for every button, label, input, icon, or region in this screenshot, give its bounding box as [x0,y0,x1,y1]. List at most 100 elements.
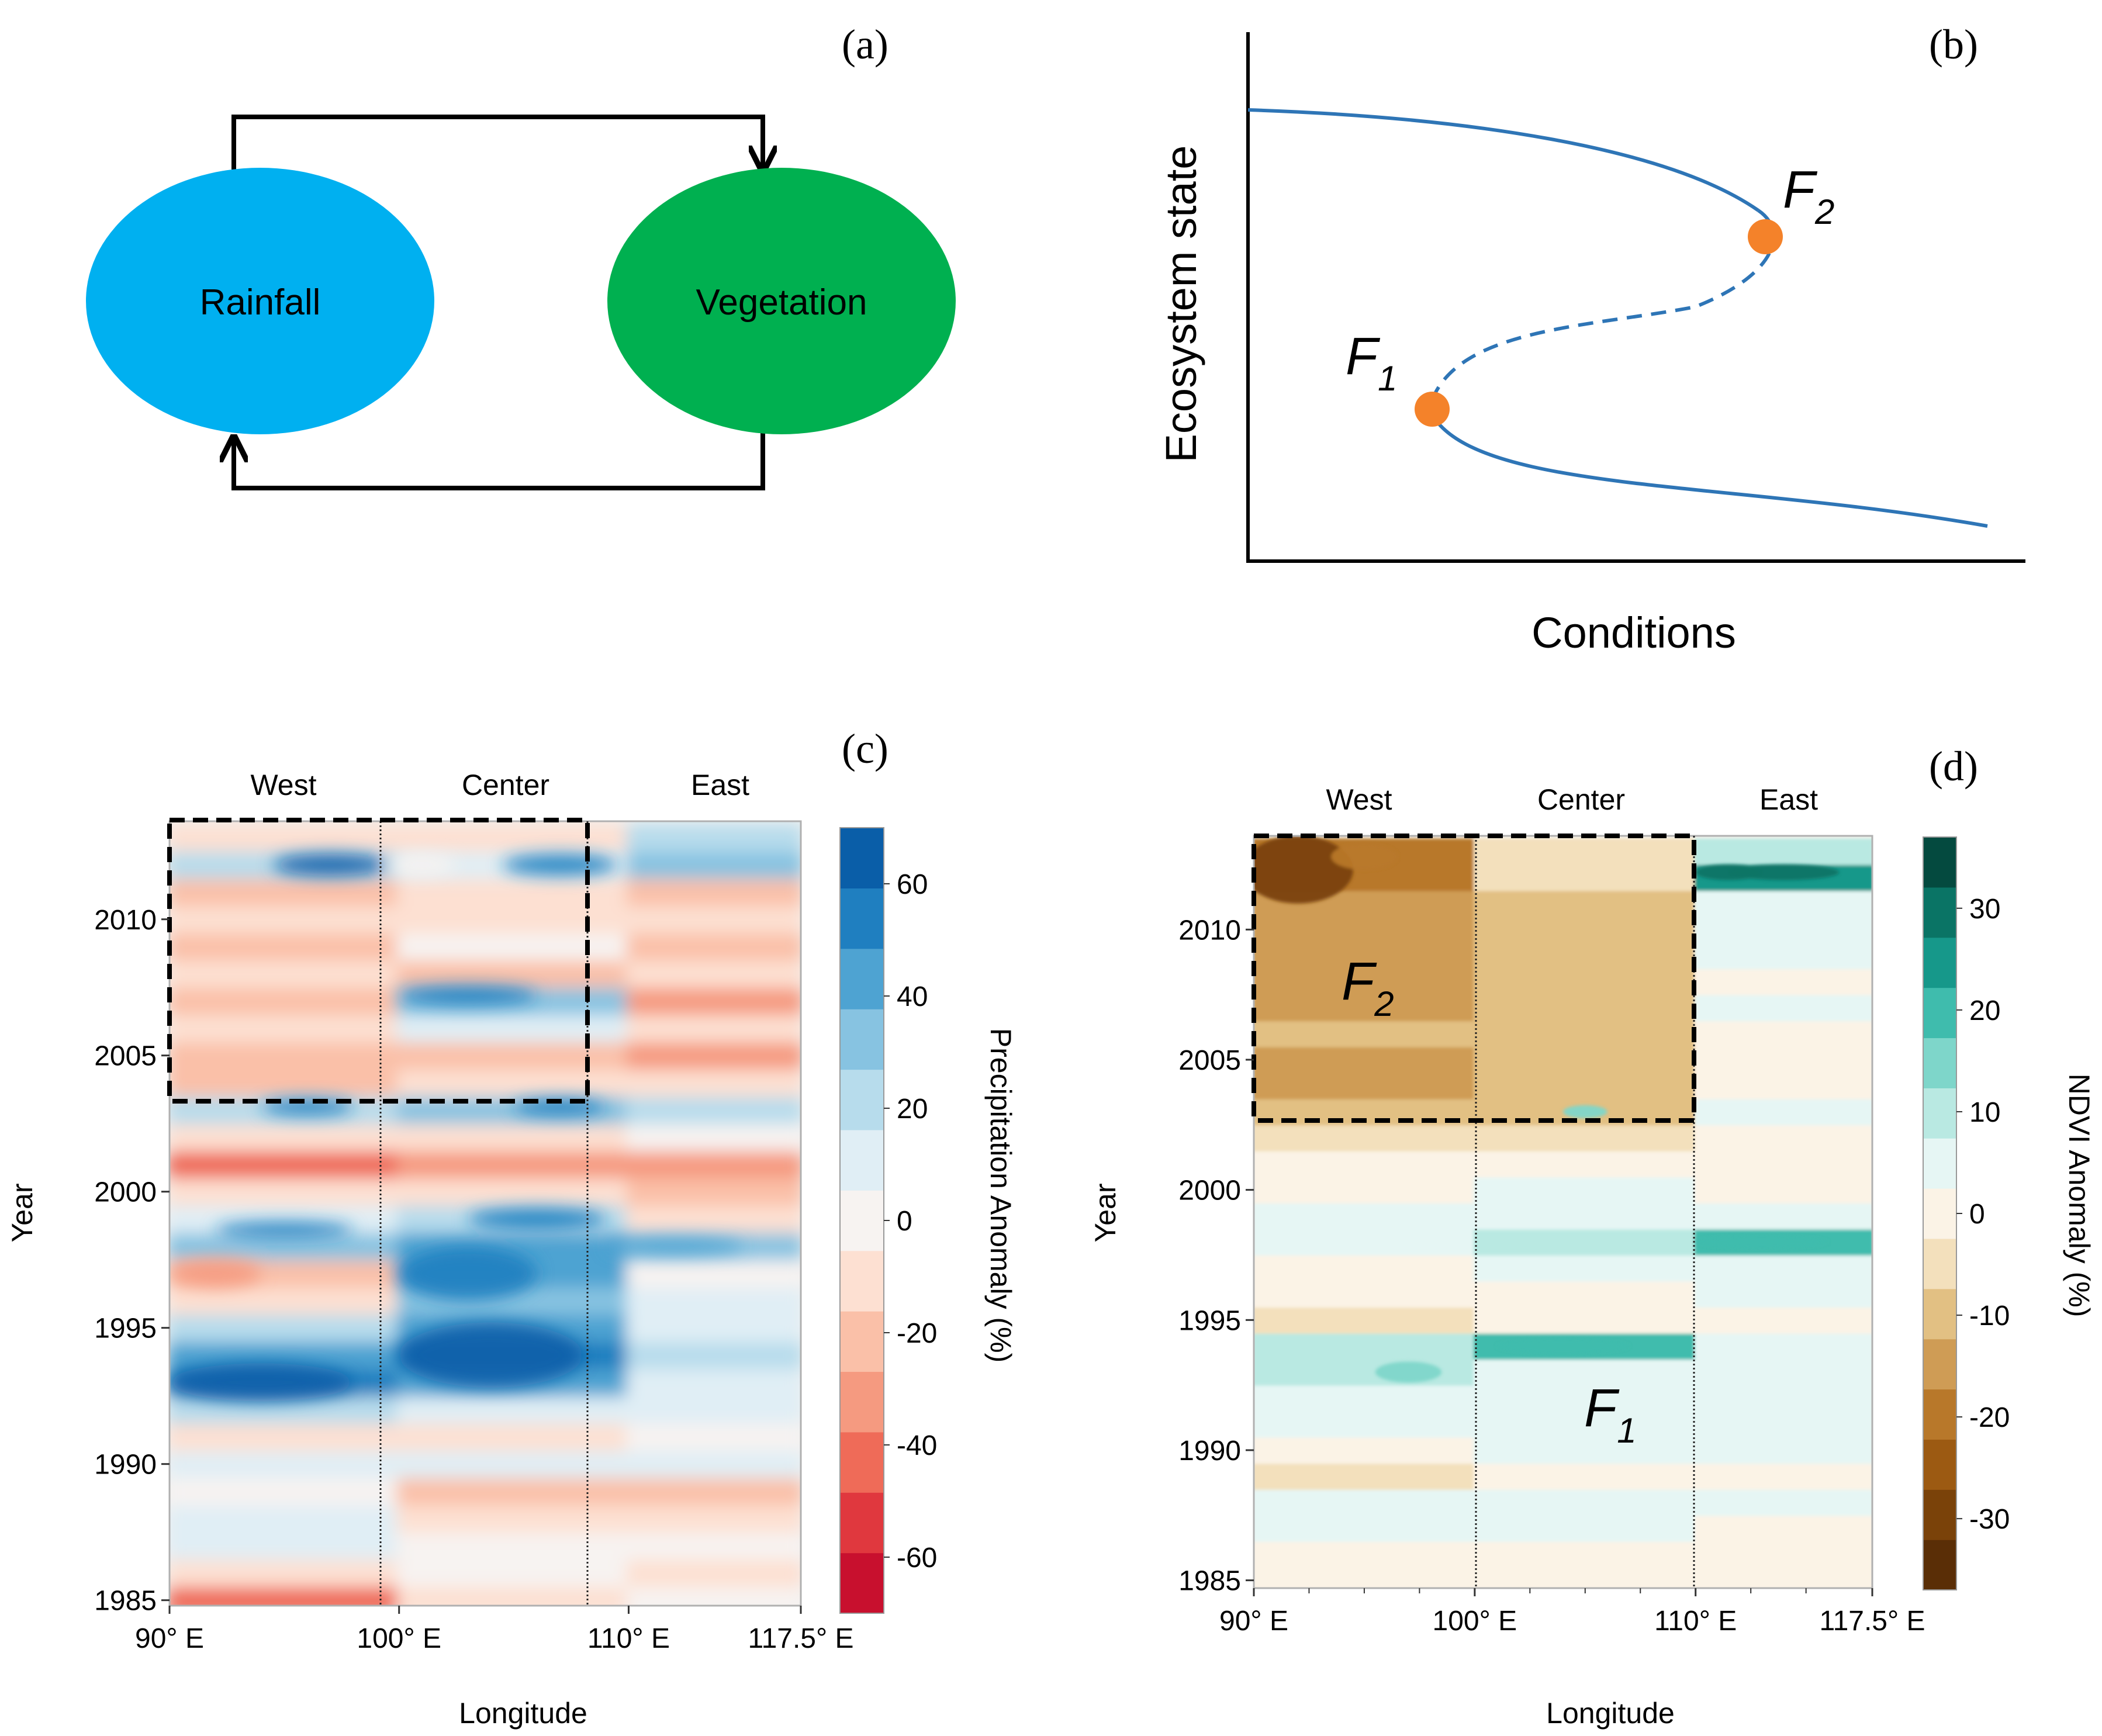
y-tick-label-2010: 2010 [1178,915,1241,946]
ndvi-cell-1991-center [1473,1411,1697,1438]
precip-feature-10 [215,1221,354,1238]
ndvi-cell-2002-west [1254,1125,1476,1151]
precip-feature-9 [468,1208,606,1230]
precip-cell-2009-west [170,933,402,961]
colorbar-label--20: -20 [1969,1402,2010,1433]
ndvi-cell-2011-east [1694,890,1872,918]
ndvi-cell-1988-west [1254,1489,1476,1516]
y-tick-label-2005: 2005 [1178,1045,1241,1076]
precip-feature-6 [170,1363,354,1402]
ndvi-feature-7 [1375,1361,1442,1383]
ndvi-cell-2004-east [1694,1073,1872,1099]
ndvi-cell-1993-center [1473,1359,1697,1386]
ndvi-cell-2004-center [1473,1073,1697,1099]
ndvi-cell-2010-east [1694,917,1872,943]
precip-cell-2002-east [626,1123,801,1151]
f1-label: F1 [1346,327,1397,398]
ndvi-cell-1999-west [1254,1202,1476,1230]
ndvi-cell-1988-east [1694,1489,1872,1516]
precip-cell-2013-east [626,824,801,852]
precip-cell-2013-west [170,824,402,852]
ndvi-cell-2000-east [1694,1177,1872,1204]
ndvi-cell-2000-center [1473,1177,1697,1204]
colorbar-swatch-4 [1923,1339,1956,1390]
vegetation-label: Vegetation [696,282,867,323]
region-west: West [251,769,317,801]
ndvi-cell-1988-center [1473,1489,1697,1516]
panel-c: (c) West Center East 1985199019952000200… [6,725,1017,1730]
precip-cell-1986-center [396,1559,631,1588]
y-tick-label-2000: 2000 [1178,1175,1241,1206]
colorbar-swatch-6 [840,1190,884,1251]
f1-point [1415,392,1450,427]
colorbar-swatch-5 [1923,1288,1956,1340]
ndvi-cell-1985-west [1254,1567,1476,1588]
precip-cell-1992-east [626,1396,801,1424]
region-east: East [1759,783,1818,816]
ndvi-feature-5 [1695,1235,1828,1249]
colorbar-swatch-3 [840,1371,884,1433]
precip-cell-2008-center [396,960,631,988]
precip-cell-1989-center [396,1477,631,1506]
ndvi-cell-2006-east [1694,1021,1872,1047]
ndvi-cell-1986-east [1694,1541,1872,1568]
precip-feature-3 [399,985,537,1005]
precip-cell-2013-center [396,824,631,852]
precip-cell-1988-center [396,1505,631,1533]
precip-cell-2009-center [396,933,631,961]
colorbar-label--40: -40 [897,1430,937,1461]
arrow-vegetation-to-rainfall [234,433,765,490]
colorbar-swatch-13 [1923,887,1956,938]
ndvi-feature-1 [1331,843,1398,870]
precip-cell-1989-west [170,1477,402,1506]
ndvi-feature-0 [1254,836,1354,904]
colorbar-title: NDVI Anomaly (%) [2063,1074,2096,1317]
ndvi-cell-2007-east [1694,994,1872,1022]
precip-cell-2002-west [170,1123,402,1151]
colorbar-swatch-0 [840,1552,884,1614]
ndvi-cell-1995-east [1694,1307,1872,1334]
ndvi-feature-3 [1695,864,1762,880]
colorbar-swatch-10 [1923,1038,1956,1088]
ndvi-cell-1991-west [1254,1411,1476,1438]
ndvi-anomaly-bands [1254,838,1872,1588]
precip-cell-2011-west [170,878,402,907]
precip-cell-2003-east [626,1096,801,1125]
precip-cell-2000-east [626,1178,801,1206]
x-tick-label-0: 90° E [135,1623,204,1654]
precip-cell-1989-east [626,1477,801,1506]
ndvi-anomaly-features [1254,836,1840,1383]
arrow-rainfall-to-vegetation [231,115,763,171]
precip-cell-1990-west [170,1450,402,1478]
colorbar-label-20: 20 [1969,995,2000,1026]
precip-cell-1991-center [396,1423,631,1451]
colorbar-label--10: -10 [1969,1301,2010,1332]
x-tick-label-0: 90° E [1219,1606,1288,1637]
precip-cell-1999-east [626,1205,801,1233]
y-tick-label-1985: 1985 [94,1586,157,1617]
precip-feature-12 [606,1237,744,1254]
colorbar-swatch-1 [840,1492,884,1554]
precip-feature-4 [261,1099,354,1116]
precip-cell-2011-center [396,878,631,907]
ndvi-cell-2001-west [1254,1150,1476,1178]
ndvi-cell-1990-east [1694,1437,1872,1464]
ndvi-cell-2013-center [1473,838,1697,865]
precip-cell-1986-west [170,1559,402,1588]
precip-cell-2005-east [626,1042,801,1070]
precip-cell-1993-east [626,1368,801,1397]
x-tick-label-1: 100° E [1433,1606,1517,1637]
precip-cell-1995-east [626,1314,801,1343]
precip-cell-1985-center [396,1586,631,1606]
precip-cell-1997-east [626,1260,801,1288]
rainfall-label: Rainfall [200,282,321,323]
x-ticks: 90° E 100° E 110° E 117.5° E [135,1606,854,1654]
precip-cell-2006-west [170,1014,402,1043]
precip-feature-0 [272,853,388,876]
y-tick-label-2010: 2010 [94,905,157,936]
ndvi-cell-1999-east [1694,1202,1872,1230]
y-ticks: 1985 1990 1995 2000 2005 2010 [94,905,170,1617]
precip-cell-2011-east [626,878,801,907]
precip-cell-1990-east [626,1450,801,1478]
